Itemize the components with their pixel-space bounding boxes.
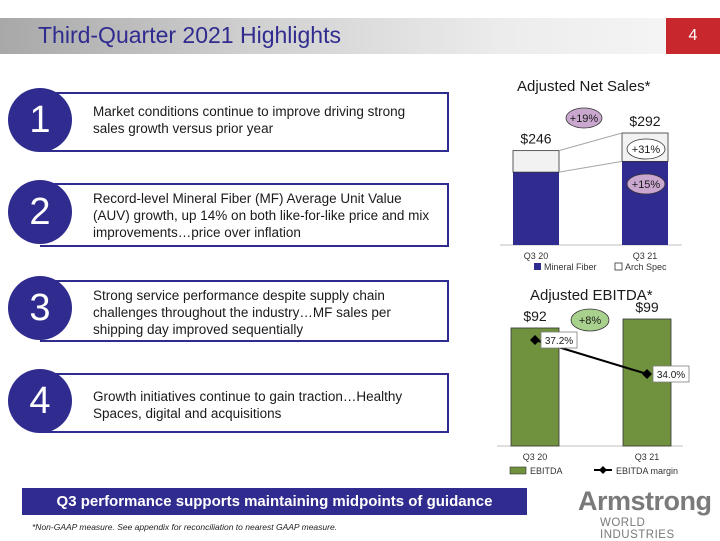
net-sales-total-label: $292 — [629, 113, 660, 129]
net-sales-growth-bubble — [565, 107, 603, 129]
ebitda-margin-label: 37.2% — [545, 336, 573, 347]
legend-swatch-margin-marker — [599, 466, 607, 474]
legend-label-mineral-fiber: Mineral Fiber — [544, 262, 597, 272]
ebitda-margin-label: 34.0% — [657, 370, 685, 381]
net-sales-bar-arch-spec — [512, 150, 560, 173]
ebitda-growth-label: +8% — [579, 315, 602, 327]
highlight-box-3 — [40, 280, 449, 342]
mineral-fiber-growth-bubble — [626, 173, 666, 195]
net-sales-bar-mineral-fiber — [513, 172, 559, 245]
title-bar — [0, 18, 720, 54]
page-title: Third-Quarter 2021 Highlights — [38, 22, 341, 48]
highlight-number-1: 1 — [8, 88, 72, 152]
ebitda-margin-label-box — [652, 365, 690, 383]
chart-title-net-sales: Adjusted Net Sales* — [517, 78, 651, 95]
highlight-number-4: 4 — [8, 369, 72, 433]
net-sales-growth-label: +19% — [570, 113, 599, 125]
highlight-box-4 — [40, 373, 449, 433]
net-sales-connector-top — [558, 132, 623, 152]
ebitda-value-label: $92 — [523, 308, 547, 324]
ebitda-bar — [510, 327, 560, 447]
net-sales-connector-mid — [558, 160, 623, 173]
ebitda-margin-label-box — [540, 331, 578, 349]
ebitda-margin-marker — [530, 335, 540, 345]
net-sales-bar-mineral-fiber — [622, 161, 668, 245]
net-sales-tick-label: Q3 20 — [524, 251, 549, 261]
highlight-text-1: Market conditions continue to improve dr… — [93, 104, 406, 136]
ebitda-growth-bubble — [570, 308, 610, 332]
legend-label-ebitda: EBITDA — [530, 466, 563, 476]
armstrong-logo: Armstrong — [578, 486, 712, 516]
page-number: 4 — [688, 27, 698, 44]
legend-swatch-arch-spec — [614, 262, 623, 271]
ebitda-margin-marker — [642, 369, 652, 379]
arch-spec-growth-bubble — [626, 138, 666, 160]
arch-spec-growth-label: +31% — [632, 144, 661, 156]
legend-label-arch-spec: Arch Spec — [625, 262, 667, 272]
guidance-banner-text: Q3 performance supports maintaining midp… — [56, 493, 493, 510]
ebitda-margin-line — [534, 339, 648, 375]
legend-label-ebitda-margin: EBITDA margin — [616, 466, 678, 476]
legend-swatch-mineral-fiber — [534, 263, 541, 270]
footnote: *Non-GAAP measure. See appendix for reco… — [32, 522, 338, 532]
highlight-number-3: 3 — [8, 276, 72, 340]
highlight-box-2 — [40, 183, 449, 247]
net-sales-bar-arch-spec — [621, 132, 669, 162]
chart-title-ebitda: Adjusted EBITDA* — [530, 287, 653, 304]
mineral-fiber-growth-label: +15% — [632, 179, 661, 191]
highlight-text-3: Strong service performance despite suppl… — [93, 288, 391, 337]
highlight-text-4: Growth initiatives continue to gain trac… — [93, 389, 403, 421]
highlight-box-1 — [40, 92, 449, 152]
highlight-number-2: 2 — [8, 180, 72, 244]
legend-swatch-ebitda — [509, 466, 527, 475]
ebitda-bar — [622, 318, 672, 447]
net-sales-tick-label: Q3 21 — [633, 251, 658, 261]
ebitda-tick-label: Q3 21 — [635, 452, 660, 462]
highlight-text-2: Record-level Mineral Fiber (MF) Average … — [93, 191, 430, 240]
page-number-badge: 4 — [666, 18, 720, 54]
armstrong-logo-sub: WORLD INDUSTRIES — [600, 517, 675, 541]
guidance-banner: Q3 performance supports maintaining midp… — [22, 488, 527, 515]
ebitda-tick-label: Q3 20 — [523, 452, 548, 462]
net-sales-total-label: $246 — [520, 131, 551, 147]
